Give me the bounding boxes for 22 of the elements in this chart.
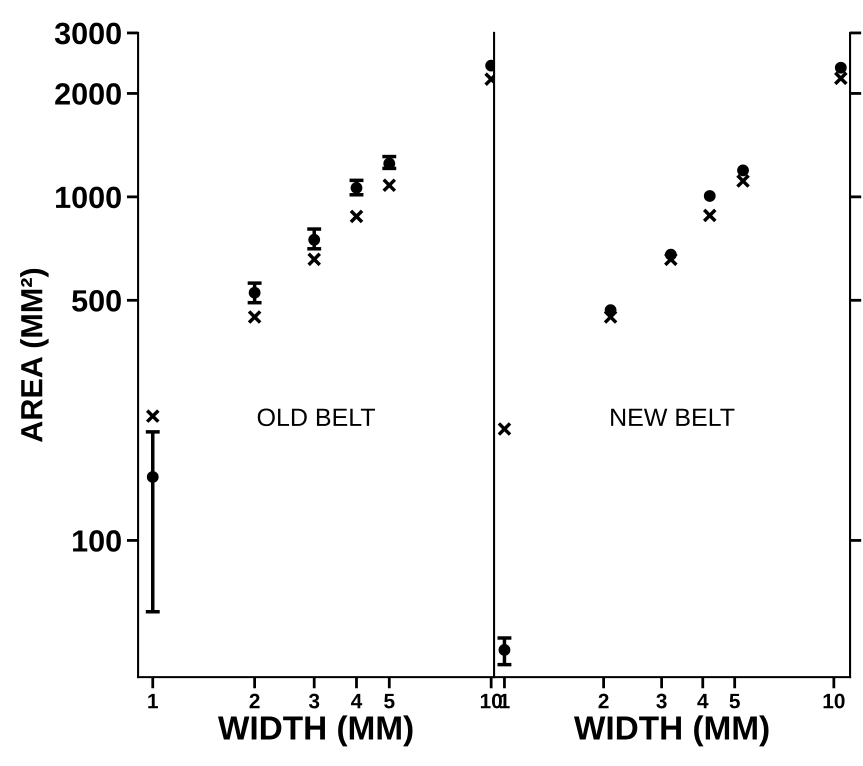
x-axis-title: WIDTH (MM) xyxy=(218,715,413,746)
x-tick-label: 4 xyxy=(697,694,708,708)
x-tick-label: 2 xyxy=(250,694,260,708)
annotation: OLD BELT xyxy=(258,408,376,426)
x-tick-label: 10 xyxy=(480,694,502,708)
y-tick-label: 1000 xyxy=(56,186,121,208)
x-tick-label: 5 xyxy=(384,694,394,708)
x-tick-label: 10 xyxy=(824,694,845,708)
x-tick-label: 2 xyxy=(598,694,609,708)
y-tick-label: 2000 xyxy=(55,83,121,105)
x-tick-label: 3 xyxy=(308,694,320,708)
x-tick-label: 3 xyxy=(656,694,667,708)
x-tick-label: 5 xyxy=(730,694,740,708)
annotation: NEW BELT xyxy=(611,408,734,426)
y-tick-label: 100 xyxy=(73,530,121,552)
x-tick-label: 4 xyxy=(351,694,362,708)
x-tick-label: 1 xyxy=(148,694,158,708)
y-tick-label: 3000 xyxy=(54,22,121,44)
y-tick-label: 500 xyxy=(72,290,121,312)
y-axis-title: AREA (MM²) xyxy=(20,268,49,442)
x-tick-label: 1 xyxy=(500,694,510,708)
x-axis-title: WIDTH (MM) xyxy=(574,715,769,746)
